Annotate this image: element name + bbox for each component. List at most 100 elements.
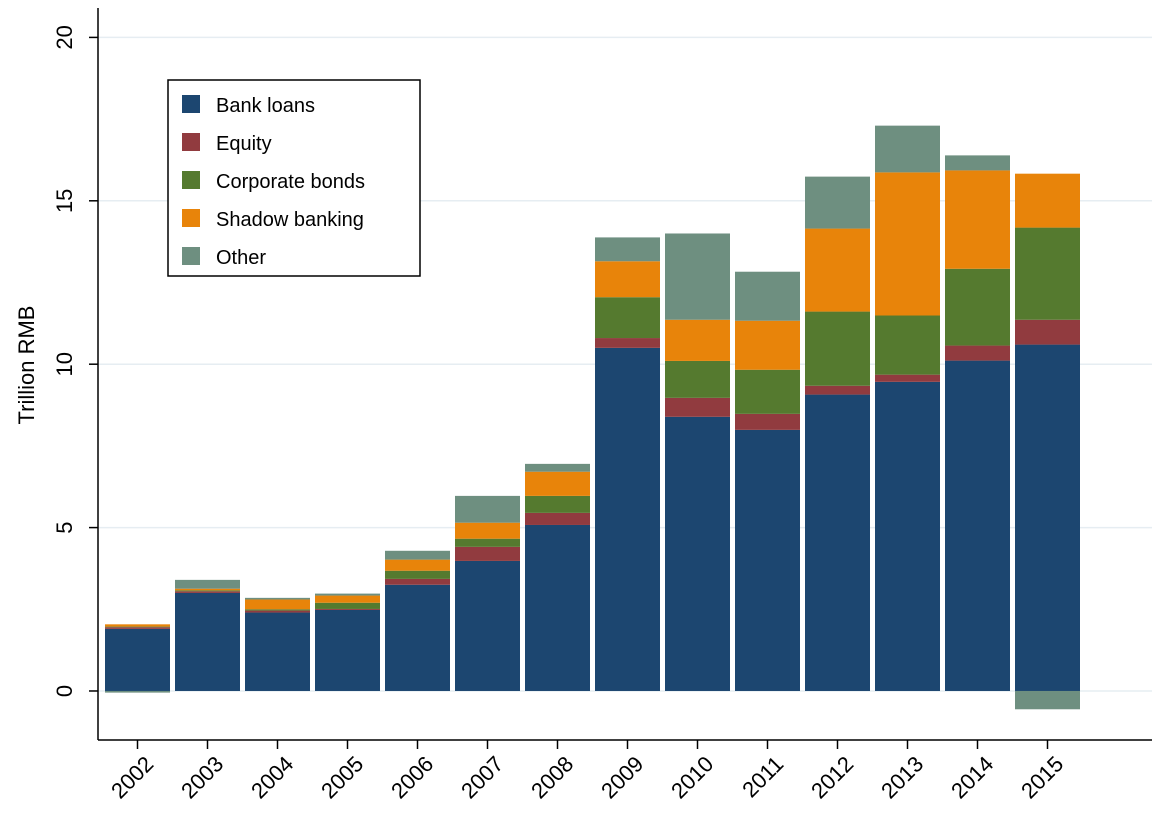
y-tick-label: 0: [52, 685, 77, 697]
legend-swatch: [182, 133, 200, 151]
bar-segment: [245, 597, 310, 600]
legend-swatch: [182, 209, 200, 227]
bar-segment: [735, 320, 800, 370]
bar-segment: [315, 593, 380, 596]
x-tick-label: 2002: [106, 751, 158, 803]
legend-swatch: [182, 95, 200, 113]
bar-segment: [665, 360, 730, 398]
bar-segment: [315, 609, 380, 691]
bar-segment: [735, 413, 800, 430]
y-tick-label: 15: [52, 189, 77, 213]
x-tick-label: 2015: [1016, 751, 1068, 803]
bar-segment: [525, 463, 590, 472]
x-tick-label: 2014: [946, 751, 998, 803]
bar-segment: [245, 610, 310, 613]
bar-segment: [105, 627, 170, 629]
bar-segment: [1015, 690, 1080, 710]
bar-segment: [455, 560, 520, 691]
bar-segment: [735, 369, 800, 414]
x-tick-label: 2013: [876, 751, 928, 803]
bar-segment: [105, 628, 170, 691]
x-tick-label: 2004: [246, 751, 298, 803]
bar-segment: [665, 233, 730, 320]
legend-label: Corporate bonds: [216, 171, 365, 193]
bar-segment: [595, 297, 660, 339]
bar-segment: [1015, 344, 1080, 691]
bar-segment: [245, 609, 310, 611]
legend-label: Equity: [216, 133, 272, 155]
x-tick-label: 2012: [806, 751, 858, 803]
bar-segment: [455, 546, 520, 561]
bar-segment: [665, 319, 730, 361]
bar-segment: [1015, 173, 1080, 228]
bar-segment: [105, 626, 170, 628]
bar-segment: [875, 125, 940, 173]
bar-segment: [1015, 319, 1080, 345]
legend-box: [167, 79, 421, 277]
bar-segment: [805, 176, 870, 229]
bar-segment: [245, 612, 310, 691]
bar-segment: [945, 268, 1010, 346]
bar-segment: [175, 579, 240, 589]
bar-segment: [805, 311, 870, 386]
bar-segment: [525, 524, 590, 691]
bar-segment: [525, 495, 590, 513]
bar-segment: [1015, 227, 1080, 320]
bar-segment: [945, 155, 1010, 171]
legend-swatch: [182, 247, 200, 265]
bar-segment: [875, 374, 940, 382]
bar-segment: [105, 690, 170, 693]
bar-segment: [945, 360, 1010, 691]
bar-segment: [665, 416, 730, 691]
bar-segment: [875, 381, 940, 691]
bar-segment: [595, 237, 660, 262]
bar-segment: [315, 602, 380, 609]
bar-segment: [805, 385, 870, 395]
bar-segment: [595, 338, 660, 348]
bar-segment: [805, 228, 870, 312]
bar-segment: [385, 559, 450, 571]
bar-segment: [665, 397, 730, 417]
bar-segment: [175, 592, 240, 691]
x-tick-label: 2009: [596, 751, 648, 803]
bar-segment: [875, 315, 940, 375]
bar-segment: [385, 570, 450, 579]
bar-segment: [525, 471, 590, 496]
x-tick-label: 2010: [666, 751, 718, 803]
bar-segment: [525, 512, 590, 525]
bar-segment: [735, 429, 800, 691]
bar-segment: [245, 599, 310, 610]
bar-segment: [595, 261, 660, 298]
bar-segment: [455, 522, 520, 539]
legend-label: Shadow banking: [216, 209, 364, 231]
bar-segment: [315, 595, 380, 603]
x-tick-label: 2007: [456, 751, 508, 803]
bar-segment: [945, 170, 1010, 269]
bar-segment: [735, 271, 800, 321]
legend-label: Bank loans: [216, 95, 315, 117]
legend-swatch: [182, 171, 200, 189]
bar-segment: [105, 624, 170, 627]
legend-label: Other: [216, 247, 266, 269]
bar-segment: [175, 590, 240, 592]
x-tick-label: 2005: [316, 751, 368, 803]
bar-segment: [385, 550, 450, 560]
x-tick-label: 2008: [526, 751, 578, 803]
y-tick-label: 20: [52, 25, 77, 49]
y-tick-label: 10: [52, 352, 77, 376]
bar-segment: [315, 608, 380, 610]
x-tick-label: 2011: [737, 751, 788, 802]
y-axis-title: Trillion RMB: [14, 306, 39, 425]
bar-segment: [875, 172, 940, 316]
x-tick-label: 2006: [386, 751, 438, 803]
bar-segment: [175, 591, 240, 593]
bar-segment: [385, 578, 450, 585]
bar-segment: [385, 584, 450, 691]
bar-segment: [805, 394, 870, 691]
bar-segment: [945, 345, 1010, 361]
x-tick-label: 2003: [176, 751, 228, 803]
bar-segment: [175, 588, 240, 591]
bar-segment: [455, 495, 520, 523]
bar-segment: [595, 347, 660, 691]
